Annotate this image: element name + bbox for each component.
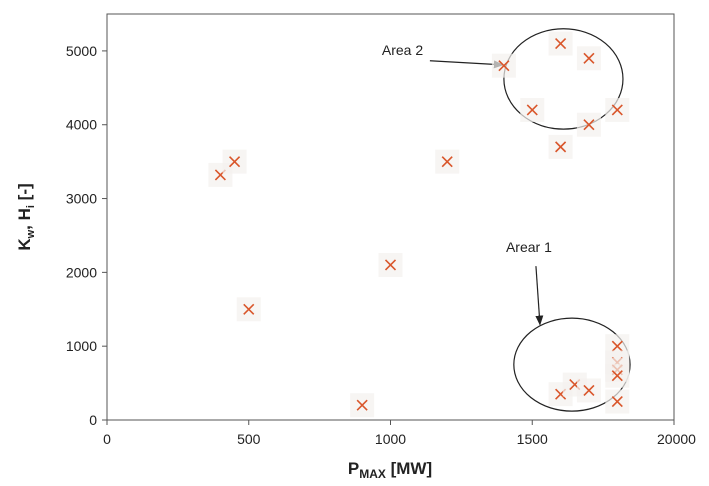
y-tick-label: 0 [89,412,97,428]
x-axis-ticks: 0 500 1000 1500 20000 [103,420,696,447]
data-point [236,297,261,322]
x-tick-label: 20000 [657,431,696,447]
data-point [520,97,545,122]
data-point [576,378,601,403]
data-point-stroke [583,384,595,397]
data-point [548,134,573,159]
data-point [222,149,247,174]
data-point [435,149,460,174]
y-axis-label: Kw, Hi [-] [15,183,37,250]
data-point-stroke [611,340,623,352]
y-tick-label: 3000 [66,191,97,207]
data-point [605,97,630,122]
data-point-stroke [243,303,255,315]
area-label: Arear 1 [506,239,552,255]
x-tick-label: 1500 [517,431,548,447]
x-tick-label: 0 [103,431,111,447]
data-points [208,31,630,418]
y-tick-label: 2000 [66,264,97,280]
data-point [350,393,375,418]
data-point [491,53,516,78]
x-axis-label: PMAX [MW] [348,459,432,481]
area-arrow [535,266,544,326]
data-point [605,363,630,388]
x-tick-label: 1000 [375,431,406,447]
area-arrow [429,60,504,69]
data-point-stroke [555,37,567,50]
plot-frame [106,13,675,421]
data-point-stroke [611,370,623,382]
data-point-stroke [384,259,397,271]
annotations: Area 2 Arear 1 [382,28,631,412]
data-point-stroke [611,104,623,116]
data-point-stroke [441,156,453,168]
area-ellipse [513,317,631,412]
data-point-stroke [555,141,567,153]
data-point-stroke [611,395,623,408]
x-tick-label: 500 [237,431,261,447]
data-point [605,389,630,414]
area-label: Area 2 [382,42,423,58]
data-point [548,31,573,56]
y-tick-label: 4000 [66,117,97,133]
area-ellipse [503,28,624,130]
data-point-stroke [498,60,510,72]
data-point-stroke [526,104,538,116]
data-point-stroke [356,399,368,411]
y-tick-label: 1000 [66,338,97,354]
data-point [576,46,601,71]
data-point [576,112,601,137]
data-point-stroke [583,119,595,131]
data-point [378,252,403,277]
y-tick-label: 5000 [66,43,97,59]
data-point-stroke [583,52,595,64]
y-axis-ticks: 0 1000 2000 3000 4000 5000 [66,43,107,428]
data-point-stroke [229,156,241,168]
